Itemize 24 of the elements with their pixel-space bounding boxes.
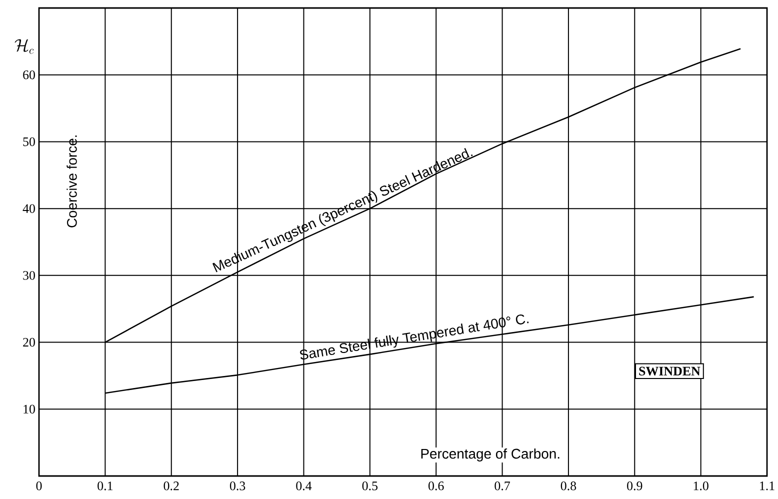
y-tick-label: 10 — [24, 404, 35, 414]
x-tick-label: 0.7 — [494, 482, 510, 490]
x-tick-label: 0.4 — [296, 482, 312, 490]
x-tick-label: 0.3 — [230, 482, 246, 490]
x-tick-label: 0.8 — [560, 482, 576, 490]
text: $\mathcal{H}_c$ — [14, 39, 34, 54]
x-tick-label: 0.5 — [362, 482, 378, 490]
y-tick-label: 50 — [23, 137, 35, 146]
x-tick-label: 1.1 — [760, 482, 774, 490]
line-series — [104, 296, 754, 394]
x-tick-label: 0.9 — [627, 482, 642, 490]
y-tick-label: 20 — [23, 338, 35, 347]
y-tick-label: 30 — [23, 271, 35, 280]
x-tick-label: 0.2 — [164, 482, 179, 490]
annotation: SWINDEN — [639, 366, 700, 376]
y-axis-title: Coercive force. — [66, 136, 77, 228]
y-tick-label: 40 — [22, 204, 35, 213]
y-tick-label: 60 — [23, 70, 35, 80]
x-axis-title: Percentage of Carbon. — [421, 448, 560, 462]
x-tick-label: 0.6 — [428, 482, 444, 490]
x-tick-label: 0.1 — [98, 482, 113, 490]
x-tick-label: 0 — [36, 482, 42, 490]
x-tick-label: 1.0 — [694, 482, 708, 490]
text: Same Steel fully Tempered at 400° C. — [300, 314, 529, 360]
